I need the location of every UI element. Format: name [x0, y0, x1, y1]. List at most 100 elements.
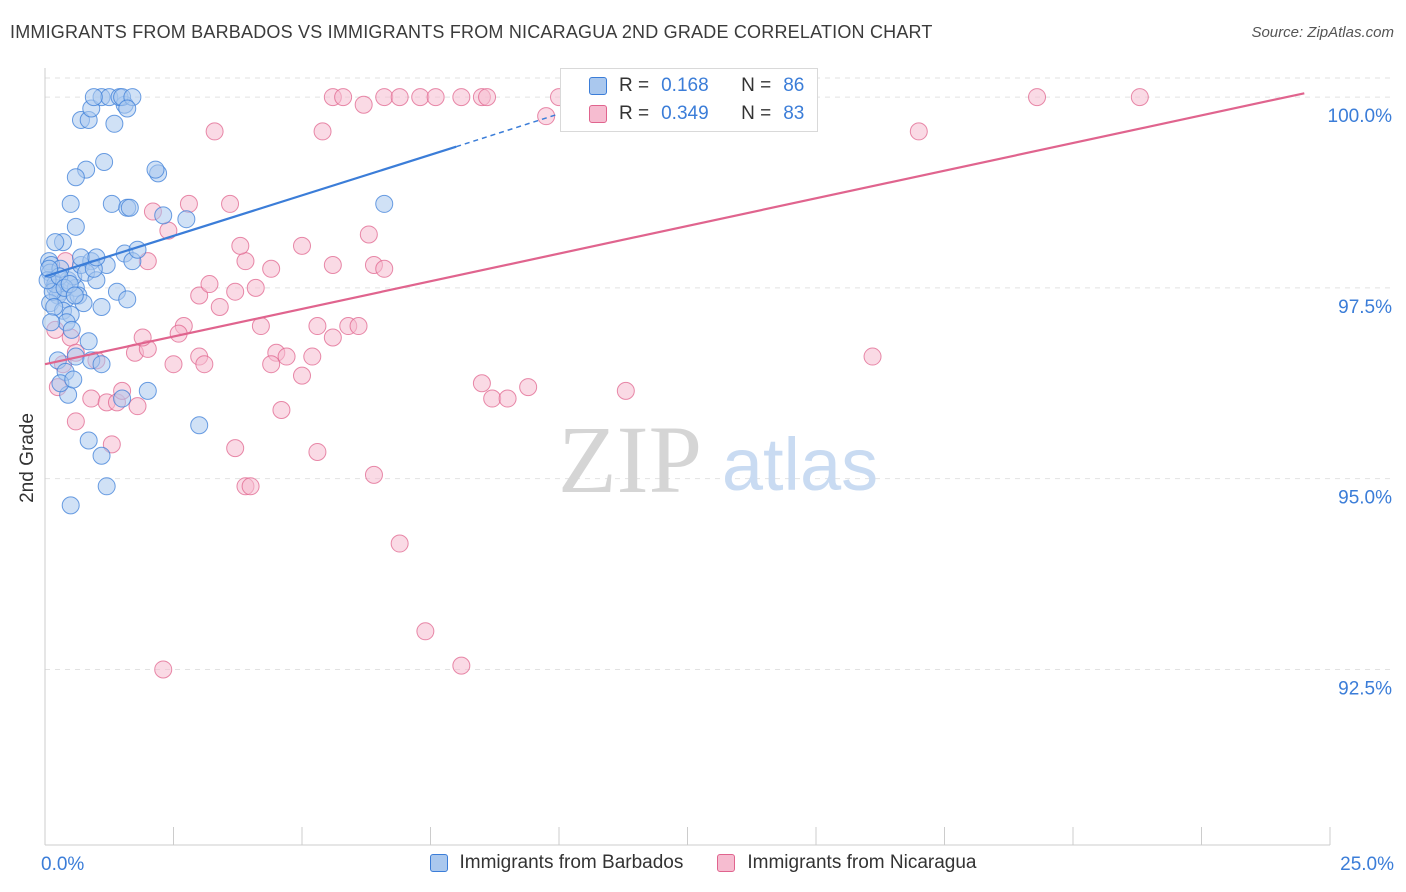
y-tick-label: 95.0% [1338, 488, 1392, 509]
barbados-point [62, 320, 81, 339]
nicaragua-point [478, 88, 497, 107]
nicaragua-point [200, 275, 219, 294]
nicaragua-point [349, 317, 368, 336]
nicaragua-point [616, 381, 635, 400]
barbados-trend-line [44, 145, 457, 278]
nicaragua-point [452, 656, 471, 675]
legend-label-barbados: Immigrants from Barbados [459, 852, 684, 873]
series-legend: Immigrants from Barbados Immigrants from… [0, 852, 1406, 874]
legend-r-value: 0.168 [661, 75, 709, 96]
legend-row-barbados: R = 0.168 N = 86 [561, 72, 804, 100]
legend-swatch-blue [589, 77, 607, 95]
nicaragua-point [411, 88, 430, 107]
nicaragua-point [293, 236, 311, 255]
legend-item-barbados[interactable]: Immigrants from Barbados [429, 852, 684, 874]
nicaragua-point [1130, 88, 1149, 107]
barbados-point [65, 286, 84, 305]
nicaragua-point [364, 465, 383, 484]
nicaragua-point [262, 259, 281, 278]
barbados-point [118, 290, 137, 309]
barbados-point [97, 477, 116, 496]
barbados-point [177, 210, 196, 229]
nicaragua-point [246, 278, 265, 297]
barbados-point [375, 194, 394, 213]
nicaragua-point [354, 95, 373, 114]
nicaragua-point [472, 374, 491, 393]
barbados-point [118, 99, 137, 118]
barbados-point [95, 152, 114, 171]
nicaragua-point [498, 389, 517, 408]
series-barbados-points [38, 88, 394, 515]
nicaragua-point [537, 107, 556, 126]
nicaragua-point [303, 347, 322, 366]
series-nicaragua-points [46, 88, 1149, 679]
barbados-point [154, 206, 173, 225]
source-label[interactable]: Source: ZipAtlas.com [1251, 24, 1394, 41]
nicaragua-point [334, 88, 353, 107]
y-tick-label: 97.5% [1338, 297, 1392, 318]
legend-item-nicaragua[interactable]: Immigrants from Nicaragua [717, 852, 976, 874]
barbados-point [84, 88, 103, 107]
nicaragua-point [323, 255, 342, 274]
nicaragua-point [128, 397, 147, 416]
nicaragua-point [390, 534, 409, 553]
nicaragua-point [483, 389, 502, 408]
barbados-point [138, 381, 157, 400]
barbados-point [102, 194, 121, 213]
legend-r-label: R = [619, 103, 650, 124]
barbados-point [120, 198, 139, 217]
nicaragua-point [277, 347, 296, 366]
legend-row-nicaragua: R = 0.349 N = 83 [561, 100, 804, 128]
nicaragua-point [863, 347, 882, 366]
nicaragua-point [293, 366, 311, 385]
barbados-point [146, 160, 165, 179]
nicaragua-point [1028, 88, 1047, 107]
watermark-atlas: atlas [722, 423, 878, 506]
nicaragua-point [190, 286, 209, 305]
barbados-point [61, 194, 80, 213]
barbados-trend-extension [455, 113, 560, 148]
nicaragua-point [210, 297, 229, 316]
legend-n-value: 83 [783, 103, 805, 124]
nicaragua-point [226, 439, 245, 458]
nicaragua-point [313, 122, 332, 141]
legend-swatch-blue [429, 854, 448, 872]
nicaragua-point [236, 252, 255, 271]
nicaragua-point [359, 225, 378, 244]
nicaragua-point [426, 88, 445, 107]
barbados-point [42, 313, 61, 332]
chart-title: IMMIGRANTS FROM BARBADOS VS IMMIGRANTS F… [10, 22, 933, 42]
barbados-point [92, 297, 111, 316]
nicaragua-point [390, 88, 409, 107]
nicaragua-point [164, 355, 183, 374]
axes [44, 68, 1331, 846]
nicaragua-point [226, 282, 245, 301]
barbados-point [92, 355, 111, 374]
nicaragua-point [272, 400, 291, 419]
legend-n-label: N = [741, 75, 772, 96]
x-tick-label-min: 0.0% [41, 854, 84, 875]
nicaragua-point [308, 442, 327, 461]
y-axis-label: 2nd Grade [17, 413, 38, 503]
legend-swatch-pink [589, 105, 607, 123]
nicaragua-point [416, 622, 435, 641]
nicaragua-point [66, 412, 85, 431]
nicaragua-point [519, 378, 538, 397]
barbados-point [61, 496, 80, 515]
y-tick-label: 92.5% [1338, 678, 1392, 699]
trend-lines [44, 92, 1305, 366]
legend-n-value: 86 [783, 75, 805, 96]
legend-r-label: R = [619, 75, 650, 96]
barbados-point [79, 431, 98, 450]
legend-n-label: N = [741, 103, 772, 124]
nicaragua-point [154, 660, 173, 679]
nicaragua-point [231, 236, 250, 255]
barbados-point [190, 416, 209, 435]
legend-label-nicaragua: Immigrants from Nicaragua [747, 852, 977, 873]
nicaragua-point [82, 389, 101, 408]
nicaragua-point [221, 194, 240, 213]
barbados-point [105, 114, 124, 133]
nicaragua-point [323, 328, 342, 347]
correlation-legend: R = 0.168 N = 86 R = 0.349 N = 83 [560, 68, 818, 132]
y-tick-label: 100.0% [1328, 106, 1393, 127]
